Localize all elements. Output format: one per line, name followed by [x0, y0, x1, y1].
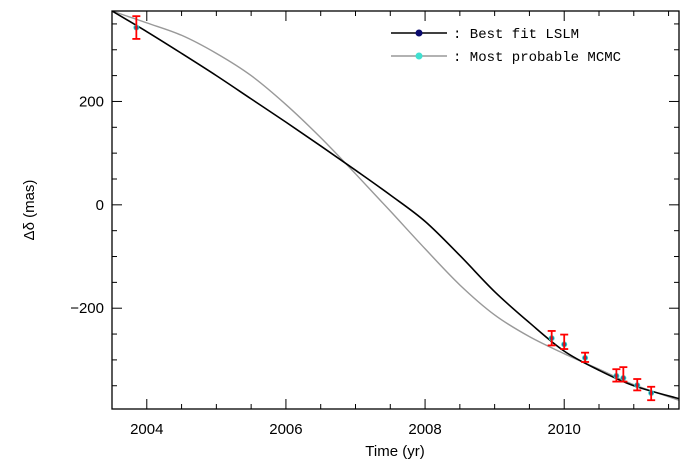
y-tick-label: 200 — [79, 93, 104, 110]
y-tick-label: 0 — [96, 197, 104, 214]
axis-ticks — [112, 11, 679, 409]
x-tick-label: 2010 — [548, 421, 581, 438]
plot-frame — [111, 10, 680, 410]
legend-label: : Most probable MCMC — [453, 50, 621, 66]
x-tick-label: 2008 — [408, 421, 441, 438]
x-tick-label: 2004 — [130, 421, 163, 438]
y-tick-label: −200 — [70, 300, 104, 317]
x-tick-label: 2006 — [269, 421, 302, 438]
series-line — [112, 11, 679, 401]
legend-marker — [415, 29, 423, 37]
series-line — [112, 11, 679, 400]
legend-marker — [415, 52, 423, 60]
observations — [132, 15, 656, 402]
tick-labels: 2004 2006 2008 2010 −200 0 200 — [70, 93, 581, 438]
y-axis-title: Δδ (mas) — [21, 180, 38, 241]
x-axis-title: Time (yr) — [365, 443, 424, 460]
legend-label: : Best fit LSLM — [453, 27, 579, 43]
legend: : Best fit LSLM : Most probable MCMC — [391, 27, 621, 66]
series-lines — [112, 11, 679, 401]
